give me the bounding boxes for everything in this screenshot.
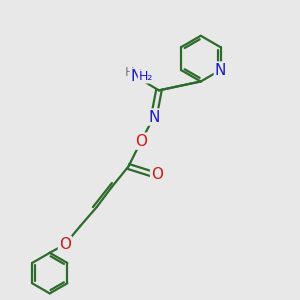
Text: O: O (59, 237, 71, 252)
Text: O: O (135, 134, 147, 148)
Text: H₂: H₂ (139, 70, 153, 83)
Text: H: H (125, 66, 134, 79)
Text: N: N (215, 62, 226, 77)
Text: N: N (148, 110, 160, 124)
Text: N: N (131, 69, 142, 84)
Text: O: O (151, 167, 163, 182)
